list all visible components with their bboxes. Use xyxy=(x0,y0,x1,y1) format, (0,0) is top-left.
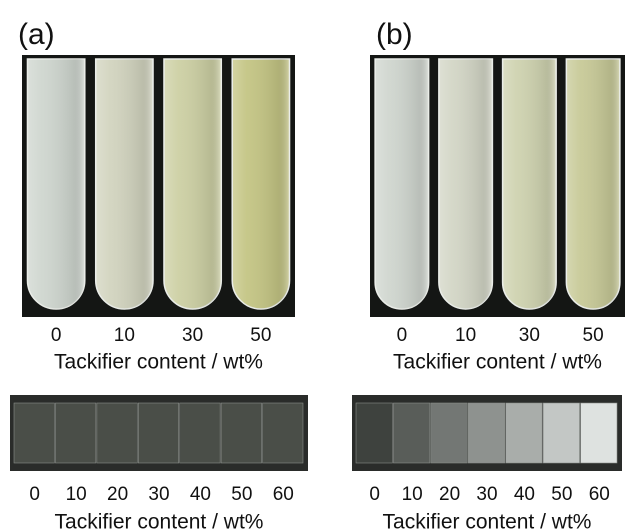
film-label: 0 xyxy=(29,484,40,505)
tube-caption: Tackifier content / wt% xyxy=(393,351,602,374)
film-label: 20 xyxy=(107,484,128,505)
film-label: 60 xyxy=(589,484,610,505)
film-sample xyxy=(138,403,178,463)
film-caption: Tackifier content / wt% xyxy=(55,511,264,532)
film-sample xyxy=(393,403,429,463)
film-caption: Tackifier content / wt% xyxy=(383,511,592,532)
figure: (a)0103050Tackifier content / wt%0102030… xyxy=(0,0,631,532)
film-sample xyxy=(468,403,504,463)
film-label: 20 xyxy=(439,484,460,505)
film-sample xyxy=(263,403,303,463)
film-sample xyxy=(506,403,542,463)
film-label: 40 xyxy=(190,484,211,505)
film-label: 10 xyxy=(402,484,423,505)
panel-tag: (a) xyxy=(18,18,55,51)
tube-glass xyxy=(439,59,493,309)
film-label: 40 xyxy=(514,484,535,505)
tube-label: 0 xyxy=(51,325,62,346)
tube-glass xyxy=(232,59,289,309)
film-sample xyxy=(356,403,392,463)
tube-glass xyxy=(164,59,221,309)
tube-glass xyxy=(27,59,84,309)
film-sample xyxy=(221,403,261,463)
film-label: 30 xyxy=(148,484,169,505)
tube-label: 0 xyxy=(397,325,408,346)
tube-glass xyxy=(503,59,557,309)
panel-tag: (b) xyxy=(376,18,413,51)
tube-glass xyxy=(96,59,153,309)
film-sample xyxy=(97,403,137,463)
tube-label: 30 xyxy=(182,325,203,346)
tube-glass xyxy=(375,59,429,309)
tube-label: 30 xyxy=(519,325,540,346)
film-label: 50 xyxy=(551,484,572,505)
tube-label: 50 xyxy=(250,325,271,346)
tube-glass xyxy=(566,59,620,309)
tube-label: 10 xyxy=(114,325,135,346)
film-label: 30 xyxy=(476,484,497,505)
film-label: 0 xyxy=(369,484,380,505)
tube-caption: Tackifier content / wt% xyxy=(54,351,263,374)
film-sample xyxy=(543,403,579,463)
film-sample xyxy=(14,403,54,463)
film-sample xyxy=(431,403,467,463)
film-sample xyxy=(180,403,220,463)
film-sample xyxy=(55,403,95,463)
tube-label: 10 xyxy=(455,325,476,346)
film-label: 10 xyxy=(66,484,87,505)
film-label: 60 xyxy=(273,484,294,505)
film-sample xyxy=(581,403,617,463)
tube-label: 50 xyxy=(583,325,604,346)
film-label: 50 xyxy=(231,484,252,505)
